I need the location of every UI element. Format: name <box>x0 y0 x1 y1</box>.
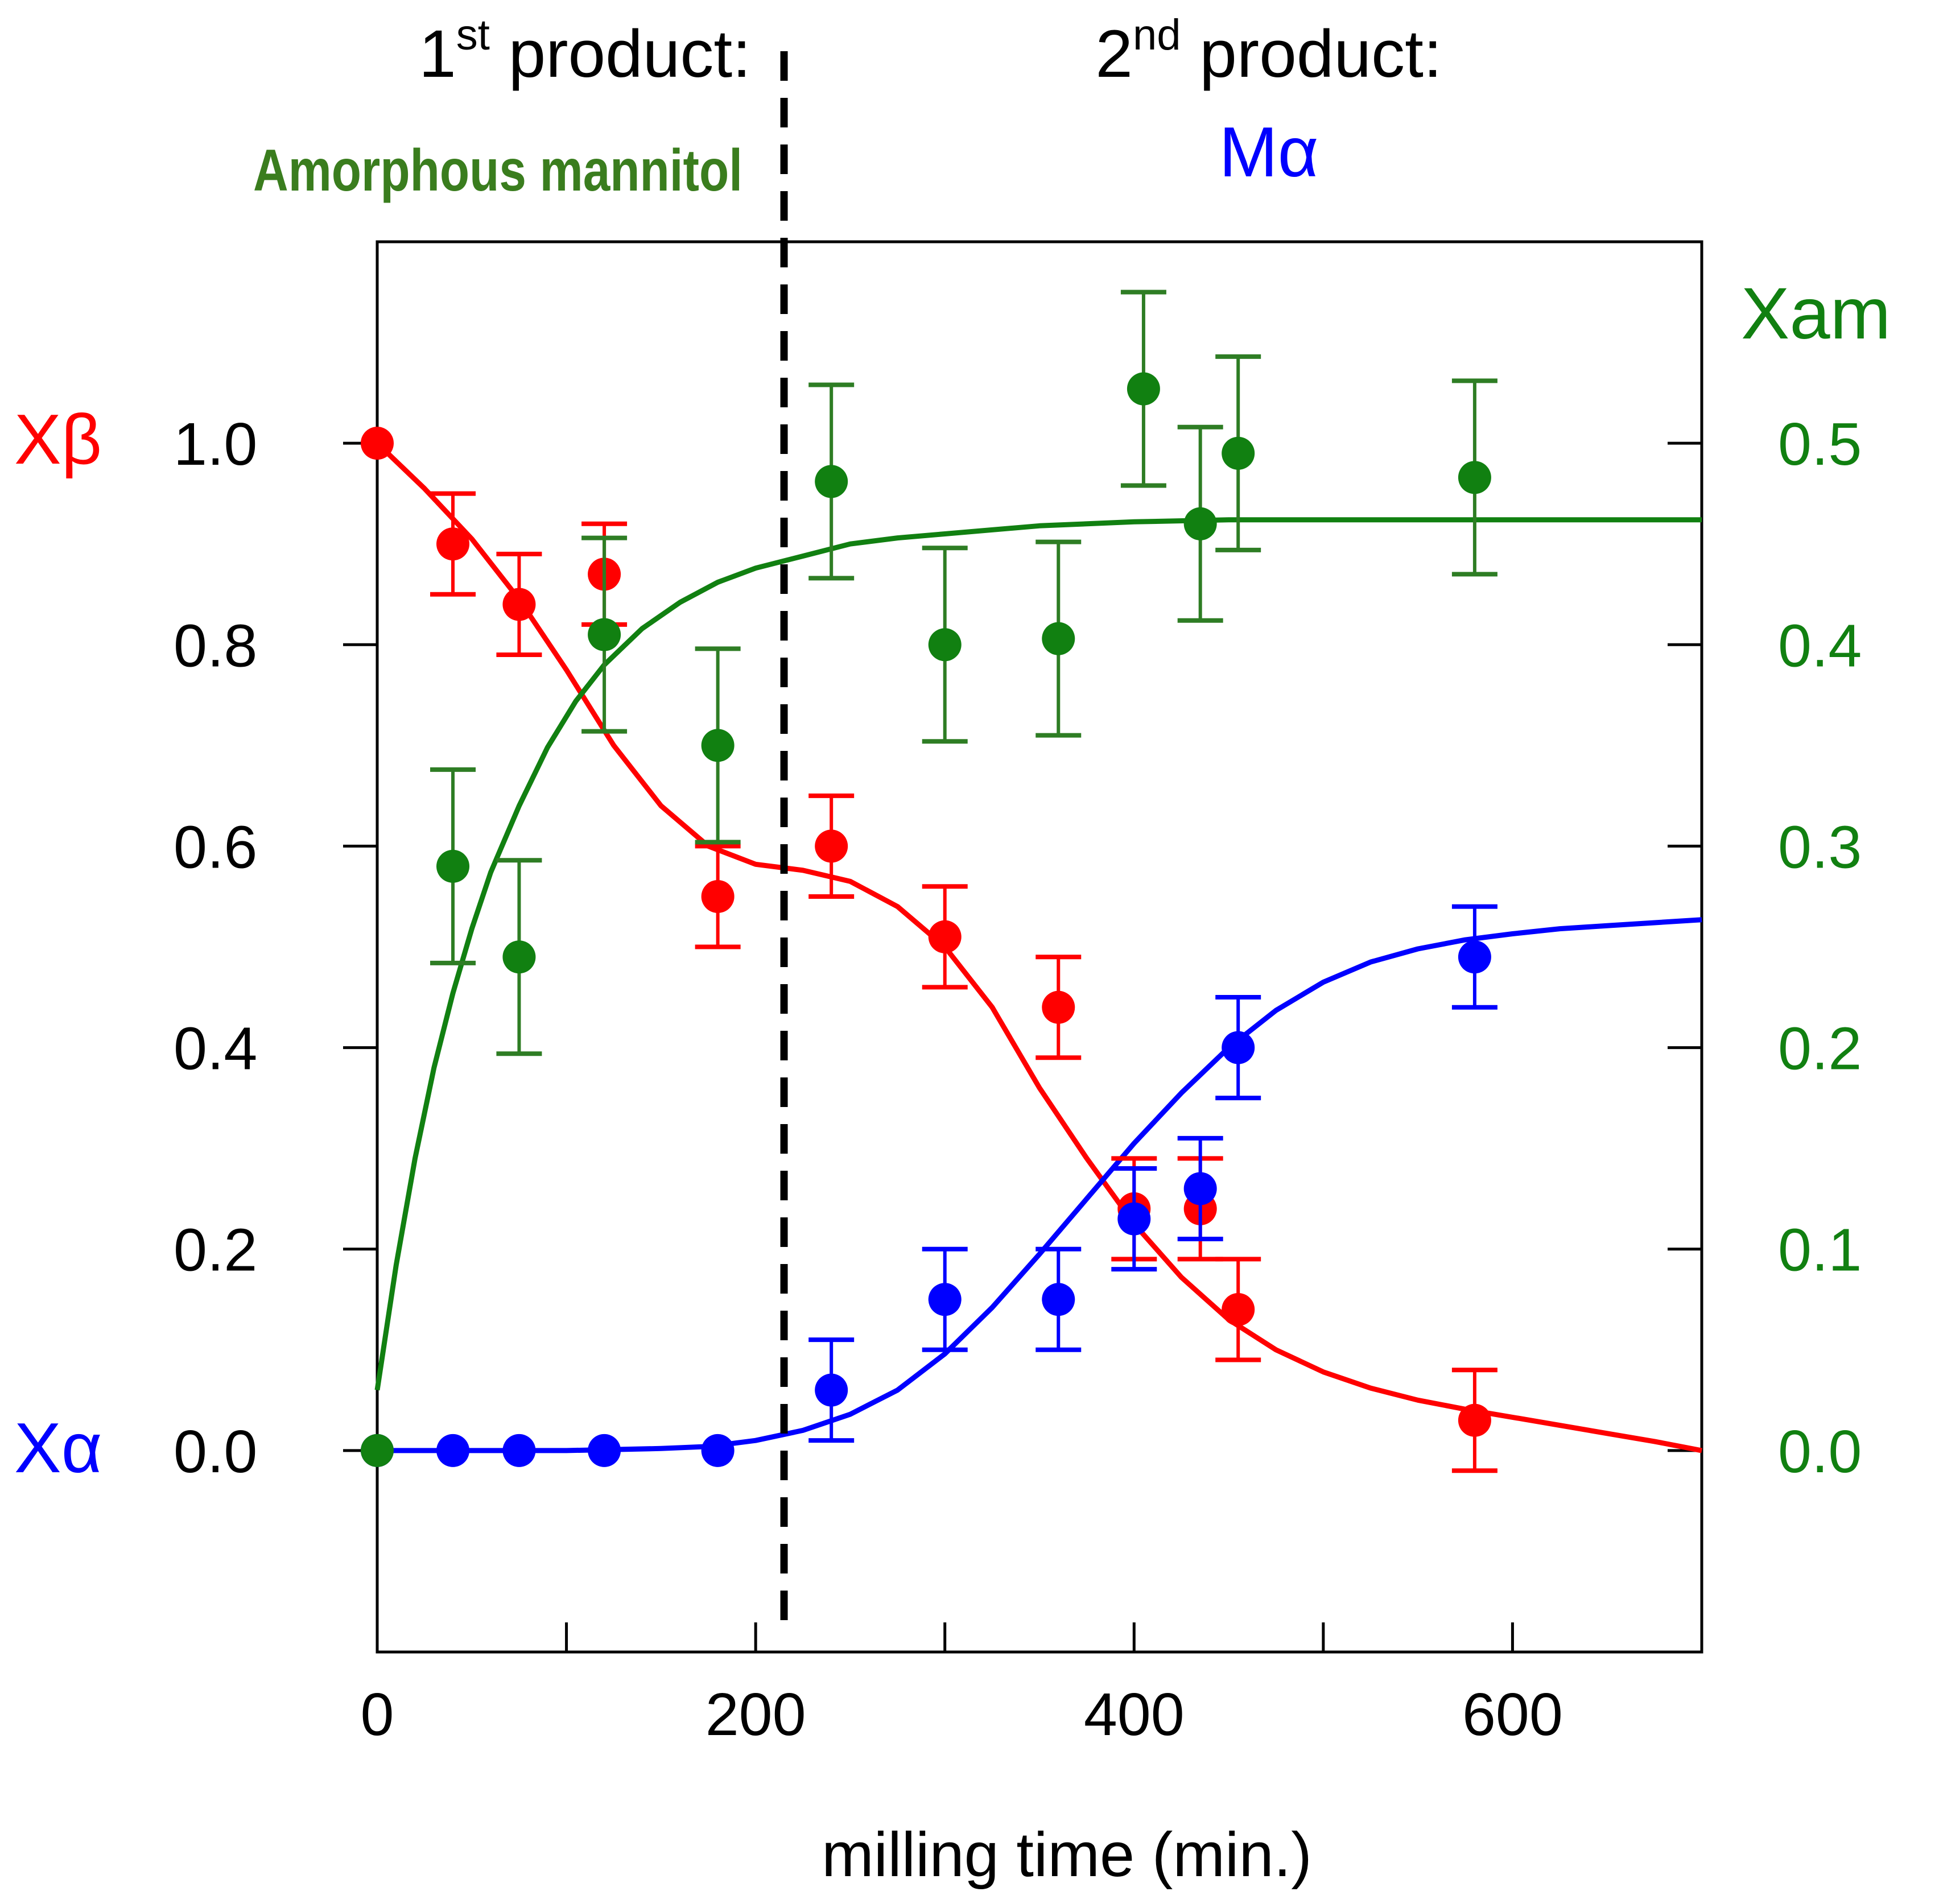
data-point <box>1183 1172 1217 1205</box>
data-point <box>701 1434 735 1467</box>
y-right-tick-label: 0.3 <box>1778 813 1862 881</box>
x-tick-label: 400 <box>1084 1681 1185 1748</box>
data-point <box>701 729 735 762</box>
data-point <box>436 527 470 561</box>
data-point <box>436 849 470 883</box>
data-point <box>815 829 848 863</box>
x-tick-label: 0 <box>361 1681 394 1748</box>
data-point <box>1183 507 1217 540</box>
y-left-tick-label: 1.0 <box>174 411 257 478</box>
data-point <box>815 1373 848 1407</box>
data-point <box>588 1434 621 1467</box>
y-left-tick-label: 0.2 <box>174 1217 257 1284</box>
data-point <box>361 1434 394 1467</box>
data-point <box>1042 622 1075 655</box>
y-left-tick-label: 0.8 <box>174 612 257 679</box>
data-point <box>1458 940 1491 974</box>
ticks: 0 200 400 600 0.0 0.2 0.4 0.6 0.8 1.0 0.0 0.1 0.2 0.3… <box>174 411 1862 1748</box>
title-left: 1st product: <box>419 11 751 92</box>
data-point <box>1222 1292 1255 1326</box>
data-point <box>1458 461 1491 494</box>
x-tick-label: 600 <box>1462 1681 1563 1748</box>
data-point <box>1042 1283 1075 1316</box>
data-point <box>928 1283 962 1316</box>
y-right-tick-label: 0.0 <box>1778 1418 1862 1485</box>
y-right-tick-label: 0.4 <box>1778 612 1862 679</box>
title-right: 2nd product: <box>1095 11 1442 92</box>
data-point <box>1117 1202 1151 1236</box>
data-points <box>361 290 1497 1473</box>
data-point <box>928 628 962 662</box>
x-axis-label: milling time (min.) <box>822 1820 1312 1890</box>
data-point <box>361 427 394 460</box>
data-point <box>1127 372 1160 406</box>
data-point <box>1042 990 1075 1024</box>
data-point <box>502 940 536 974</box>
data-point <box>701 879 735 913</box>
data-point <box>1222 436 1255 470</box>
y-left-label-beta: Xβ <box>14 400 102 479</box>
subtitle-left: Amorphous mannitol <box>253 138 742 204</box>
y-right-tick-label: 0.2 <box>1778 1015 1862 1083</box>
y-right-tick-label: 0.1 <box>1778 1217 1862 1284</box>
y-left-tick-label: 0.4 <box>174 1015 257 1083</box>
data-point <box>502 1434 536 1467</box>
y-left-tick-label: 0.0 <box>174 1418 257 1485</box>
plot-frame <box>376 240 1703 1654</box>
data-point <box>502 588 536 621</box>
subtitle-right: Mα <box>1219 113 1319 192</box>
fit-curve <box>374 517 1702 1391</box>
data-point <box>928 920 962 953</box>
y-left-label-alpha: Xα <box>14 1409 102 1488</box>
data-point <box>1458 1403 1491 1437</box>
data-point <box>1222 1031 1255 1064</box>
y-left-tick-label: 0.6 <box>174 813 257 881</box>
data-point <box>815 465 848 498</box>
data-point <box>436 1434 470 1467</box>
data-point <box>588 618 621 651</box>
y-right-tick-label: 0.5 <box>1778 411 1862 478</box>
x-tick-label: 200 <box>706 1681 806 1748</box>
y-right-label: Xam <box>1741 273 1891 354</box>
